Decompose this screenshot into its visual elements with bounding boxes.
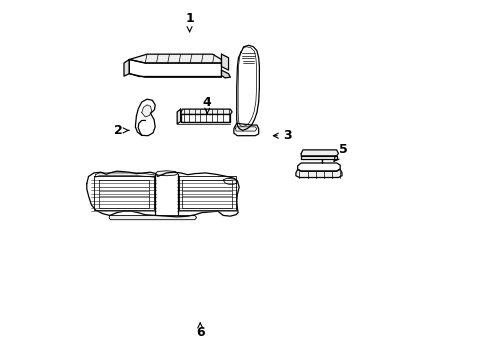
- Text: 1: 1: [185, 12, 194, 32]
- Polygon shape: [301, 156, 336, 159]
- Polygon shape: [135, 99, 155, 136]
- Polygon shape: [86, 171, 239, 217]
- Polygon shape: [124, 59, 129, 76]
- Polygon shape: [129, 54, 221, 63]
- Polygon shape: [155, 171, 178, 176]
- Polygon shape: [181, 114, 230, 122]
- Polygon shape: [297, 159, 340, 171]
- Polygon shape: [109, 215, 196, 220]
- Polygon shape: [301, 150, 338, 156]
- Text: 4: 4: [203, 95, 211, 114]
- Polygon shape: [235, 127, 256, 131]
- Polygon shape: [181, 109, 232, 114]
- Text: 5: 5: [333, 143, 347, 161]
- Text: 2: 2: [114, 124, 128, 137]
- Polygon shape: [129, 59, 221, 77]
- Polygon shape: [96, 173, 154, 177]
- Polygon shape: [295, 169, 341, 177]
- Polygon shape: [142, 105, 151, 117]
- Polygon shape: [236, 45, 259, 130]
- Polygon shape: [177, 109, 181, 124]
- Text: 6: 6: [196, 323, 204, 339]
- Polygon shape: [221, 54, 228, 70]
- Polygon shape: [221, 70, 230, 78]
- Text: 3: 3: [273, 129, 291, 142]
- Polygon shape: [223, 178, 236, 184]
- Polygon shape: [233, 123, 258, 136]
